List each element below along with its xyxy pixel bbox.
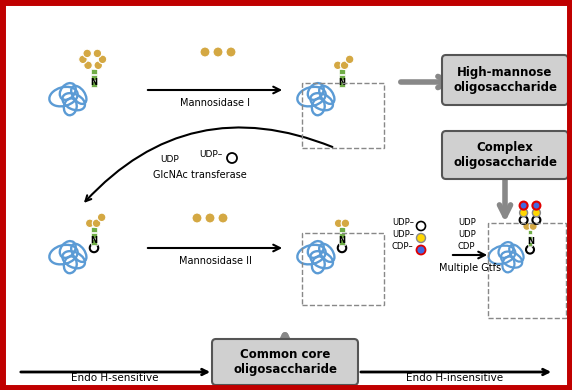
Circle shape — [98, 55, 107, 64]
Text: Multiple Gtfs: Multiple Gtfs — [439, 263, 501, 273]
Text: Mannosidase II: Mannosidase II — [178, 256, 252, 266]
Bar — [92, 227, 97, 232]
Circle shape — [226, 47, 236, 57]
Circle shape — [218, 213, 228, 223]
Bar — [339, 69, 344, 74]
Text: Complex
oligosaccharide: Complex oligosaccharide — [453, 141, 557, 169]
FancyBboxPatch shape — [442, 55, 568, 105]
Circle shape — [519, 202, 527, 209]
Bar — [339, 233, 344, 238]
Circle shape — [416, 245, 426, 255]
Bar — [339, 75, 344, 80]
Bar — [527, 241, 533, 246]
Circle shape — [92, 219, 101, 227]
Bar — [302, 233, 384, 305]
Circle shape — [335, 219, 343, 227]
Circle shape — [192, 213, 202, 223]
Circle shape — [93, 49, 102, 58]
Bar — [339, 227, 344, 232]
Text: Endo H-insensitive: Endo H-insensitive — [407, 373, 503, 383]
Bar — [92, 69, 97, 74]
Circle shape — [85, 219, 94, 227]
Circle shape — [83, 49, 92, 58]
Bar — [527, 236, 533, 240]
Text: UDP–: UDP– — [198, 150, 222, 159]
Text: UDP–: UDP– — [392, 230, 414, 239]
Text: N: N — [338, 236, 345, 245]
Text: GlcNAc transferase: GlcNAc transferase — [153, 170, 247, 180]
Bar — [92, 82, 97, 87]
Circle shape — [533, 202, 541, 209]
Text: N: N — [90, 78, 97, 87]
Bar — [339, 82, 344, 87]
Circle shape — [529, 222, 537, 230]
Bar — [339, 239, 344, 245]
Circle shape — [340, 61, 349, 69]
Text: Common core
oligosaccharide: Common core oligosaccharide — [233, 348, 337, 376]
Bar — [302, 83, 384, 148]
Text: High-mannose
oligosaccharide: High-mannose oligosaccharide — [453, 66, 557, 94]
Circle shape — [533, 209, 541, 217]
Circle shape — [416, 234, 426, 243]
Circle shape — [97, 213, 106, 222]
Bar — [92, 233, 97, 238]
Text: Mannosidase I: Mannosidase I — [180, 98, 250, 108]
Circle shape — [523, 222, 531, 230]
Text: UDP: UDP — [458, 218, 476, 227]
Circle shape — [205, 213, 215, 223]
Circle shape — [333, 61, 342, 69]
Text: N: N — [338, 78, 345, 87]
Text: UDP–: UDP– — [392, 218, 414, 227]
Circle shape — [200, 47, 210, 57]
FancyBboxPatch shape — [442, 131, 568, 179]
Text: CDP–: CDP– — [392, 242, 414, 251]
Text: CDP: CDP — [458, 242, 475, 251]
Circle shape — [84, 61, 92, 69]
Circle shape — [519, 209, 527, 217]
Text: N: N — [90, 236, 97, 245]
Bar — [92, 239, 97, 245]
Circle shape — [94, 61, 102, 69]
Circle shape — [345, 55, 354, 64]
Circle shape — [341, 219, 349, 227]
Bar — [488, 223, 566, 318]
Circle shape — [213, 47, 223, 57]
Text: Endo H-sensitive: Endo H-sensitive — [72, 373, 159, 383]
FancyBboxPatch shape — [212, 339, 358, 385]
Bar — [527, 230, 533, 234]
Text: UDP: UDP — [161, 155, 180, 164]
Text: N: N — [527, 237, 534, 246]
Circle shape — [79, 55, 87, 64]
Bar — [92, 75, 97, 80]
Text: UDP: UDP — [458, 230, 476, 239]
